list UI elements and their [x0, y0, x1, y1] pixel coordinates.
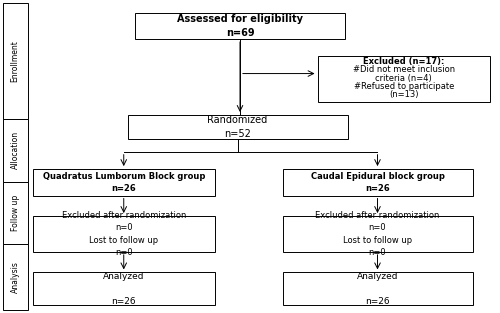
Text: Quadratus Lumborum Block group
n=26: Quadratus Lumborum Block group n=26 [42, 172, 205, 193]
Text: criteria (n=4): criteria (n=4) [376, 74, 432, 83]
Text: Excluded (n=17):: Excluded (n=17): [363, 57, 444, 66]
Bar [282, 169, 472, 196]
Bar [32, 272, 215, 305]
Bar [2, 119, 28, 182]
Bar [282, 272, 472, 305]
Text: (n=13): (n=13) [389, 90, 418, 99]
Text: Allocation: Allocation [10, 131, 20, 169]
Bar [32, 216, 215, 252]
Bar [2, 182, 28, 244]
Text: Analyzed

n=26: Analyzed n=26 [356, 272, 398, 306]
Bar [2, 244, 28, 310]
Bar [2, 3, 28, 119]
Text: Follow up: Follow up [10, 195, 20, 231]
Bar [135, 13, 345, 39]
Bar [128, 115, 348, 139]
Text: #Did not meet inclusion: #Did not meet inclusion [352, 65, 455, 74]
Text: Analysis: Analysis [10, 261, 20, 293]
Text: Analyzed

n=26: Analyzed n=26 [103, 272, 144, 306]
Text: Assessed for eligibility
n=69: Assessed for eligibility n=69 [177, 14, 303, 38]
Text: Caudal Epidural block group
n=26: Caudal Epidural block group n=26 [310, 172, 444, 193]
Text: Excluded after randomization
n=0
Lost to follow up
n=0: Excluded after randomization n=0 Lost to… [62, 211, 186, 257]
Bar [32, 169, 215, 196]
Bar [282, 216, 472, 252]
Text: Excluded after randomization
n=0
Lost to follow up
n=0: Excluded after randomization n=0 Lost to… [316, 211, 440, 257]
Text: Enrollment: Enrollment [10, 40, 20, 82]
Text: #Refused to participate: #Refused to participate [354, 82, 454, 91]
Text: Randomized
n=52: Randomized n=52 [208, 115, 268, 139]
Bar [318, 56, 490, 102]
